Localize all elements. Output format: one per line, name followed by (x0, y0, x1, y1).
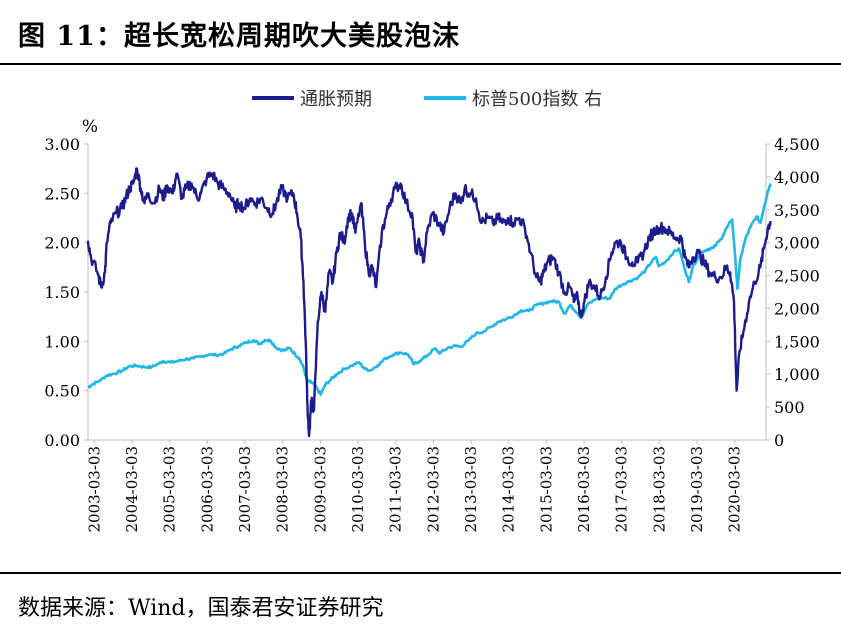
source-note: 数据来源：Wind，国泰君安证券研究 (18, 596, 384, 621)
x-tick-label: 2007-03-03 (236, 446, 254, 532)
y-left-tick-label: 2.50 (44, 184, 80, 203)
y-left-tick-label: 2.00 (44, 234, 80, 253)
x-tick-label: 2014-03-03 (500, 446, 518, 532)
y-right-tick-label: 3,500 (774, 201, 820, 220)
y-right-tick-label: 0 (774, 431, 784, 450)
y-right-tick-label: 1,000 (774, 365, 820, 384)
x-tick-label: 2019-03-03 (688, 446, 706, 532)
figure-title: 图 11：超长宽松周期吹大美股泡沫 (18, 21, 460, 52)
source-divider (0, 572, 841, 574)
chart-axes (84, 143, 770, 444)
y-right-tick-label: 2,000 (774, 299, 820, 318)
x-tick-label: 2016-03-03 (575, 446, 593, 532)
y-left-tick-label: 3.00 (44, 135, 80, 154)
x-tick-label: 2011-03-03 (387, 446, 405, 532)
y-right-tick-label: 1,500 (774, 332, 820, 351)
x-tick-label: 2005-03-03 (161, 446, 179, 532)
x-tick-label: 2003-03-03 (85, 446, 103, 532)
x-tick-label: 2008-03-03 (274, 446, 292, 532)
series-layer (86, 167, 772, 438)
x-tick-label: 2004-03-03 (123, 446, 141, 532)
x-tick-label: 2012-03-03 (424, 446, 442, 532)
legend-label: 通胀预期 (300, 89, 372, 110)
y-left-tick-label: 0.50 (44, 382, 80, 401)
tick-labels: 0.00 0.50 1.00 1.50 2.00 2.50 3.00 0 500 1,000 1,5… (44, 135, 819, 532)
y-left-tick-label: 1.00 (44, 332, 80, 351)
x-tick-label: 2013-03-03 (462, 446, 480, 532)
x-tick-label: 2015-03-03 (537, 446, 555, 532)
title-divider (0, 63, 841, 65)
x-tick-label: 2009-03-03 (311, 446, 329, 532)
y-right-tick-label: 3,000 (774, 234, 820, 253)
inflation-vs-sp500-chart: 通胀预期 标普500指数 右 % 0.00 0.50 1.00 1.50 2.00 2.50… (44, 89, 819, 532)
x-tick-label: 2006-03-03 (198, 446, 216, 532)
y-left-tick-label: 0.00 (44, 431, 80, 450)
y-left-unit-label: % (82, 117, 98, 137)
legend-label: 标普500指数 右 (472, 89, 602, 110)
series-line-inflation-expectation (86, 167, 772, 438)
x-tick-label: 2010-03-03 (349, 446, 367, 532)
y-left-tick-label: 1.50 (44, 283, 80, 302)
y-right-tick-label: 4,000 (774, 168, 820, 187)
y-right-tick-label: 4,500 (774, 135, 820, 154)
x-tick-label: 2020-03-03 (726, 446, 744, 532)
x-tick-label: 2018-03-03 (650, 446, 668, 532)
series-line-sp500 (87, 183, 772, 396)
chart-legend: 通胀预期 标普500指数 右 (252, 89, 602, 110)
y-right-tick-label: 500 (774, 398, 805, 417)
y-right-tick-label: 2,500 (774, 267, 820, 286)
x-tick-label: 2017-03-03 (613, 446, 631, 532)
